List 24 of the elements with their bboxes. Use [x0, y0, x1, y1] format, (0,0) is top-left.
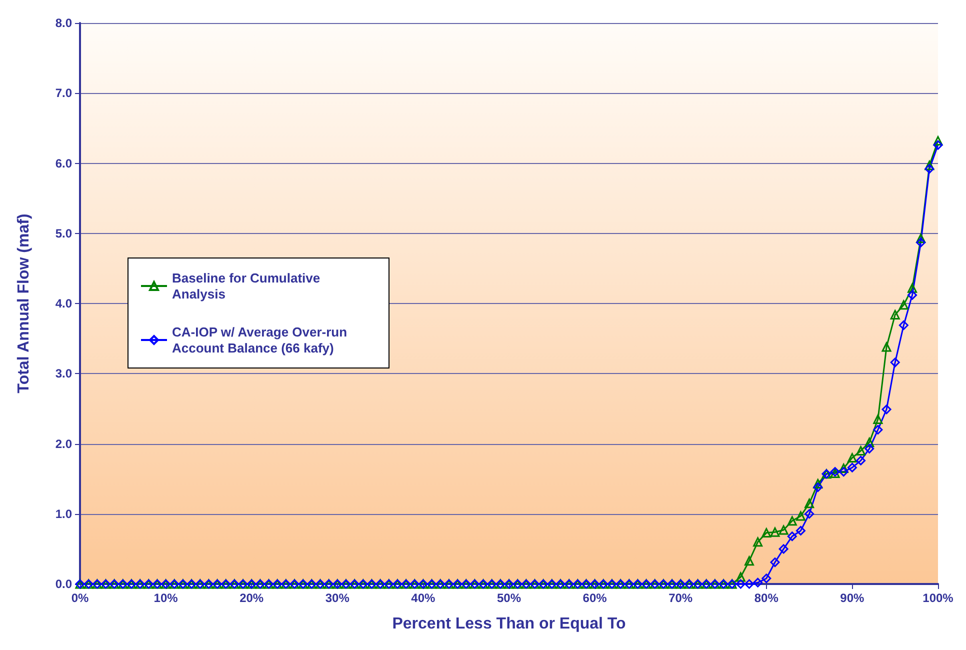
- x-tick-label: 50%: [496, 591, 522, 605]
- x-tick-label: 0%: [71, 591, 89, 605]
- x-tick-label: 30%: [325, 591, 350, 605]
- x-tick-label: 10%: [154, 591, 178, 605]
- y-tick-label: 1.0: [55, 506, 72, 521]
- y-tick-label: 8.0: [55, 16, 72, 30]
- legend-label: CA-IOP w/ Average Over-run Account Balance (66 kafy): [172, 324, 351, 356]
- x-tick-label: 100%: [922, 591, 954, 605]
- y-tick-label: 0.0: [55, 577, 72, 591]
- y-tick-label: 5.0: [55, 226, 72, 240]
- y-axis-title: Total Annual Flow (maf): [16, 214, 32, 394]
- y-tick-label: 2.0: [55, 436, 72, 451]
- y-tick-label: 7.0: [55, 86, 72, 100]
- x-tick-label: 20%: [240, 591, 264, 605]
- x-axis-title: Percent Less Than or Equal To: [392, 616, 626, 632]
- x-tick-label: 70%: [668, 591, 693, 605]
- x-tick-label: 90%: [840, 591, 865, 605]
- x-tick-label: 80%: [754, 591, 779, 605]
- x-tick-label: 40%: [411, 591, 436, 605]
- y-tick-label: 3.0: [55, 366, 72, 381]
- y-tick-label: 4.0: [55, 296, 72, 310]
- y-tick-label: 6.0: [55, 156, 72, 170]
- x-tick-label: 60%: [582, 591, 608, 605]
- legend-label: Baseline for Cumulative Analysis: [172, 270, 324, 302]
